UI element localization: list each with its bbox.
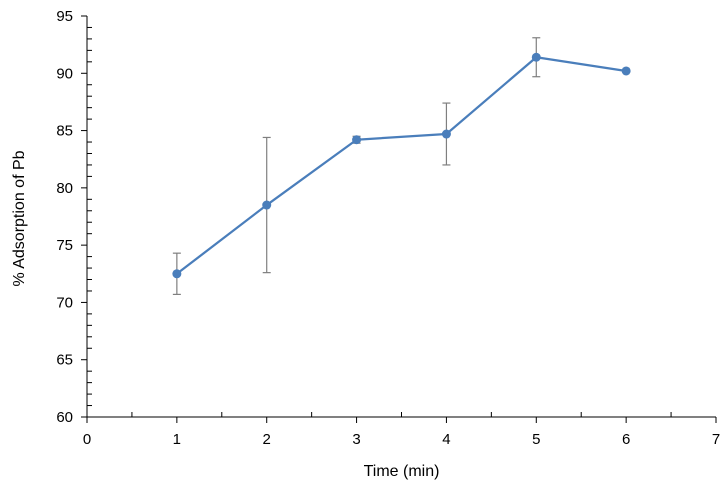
y-tick-label: 85 <box>56 123 73 140</box>
data-point <box>441 129 451 139</box>
data-point <box>531 52 541 62</box>
x-tick-label: 2 <box>263 431 271 448</box>
data-point <box>352 135 362 145</box>
series-line <box>176 56 627 275</box>
x-tick-label: 4 <box>442 431 450 448</box>
y-tick-label: 65 <box>56 352 73 369</box>
error-bars-layer <box>172 37 541 296</box>
x-tick-label: 0 <box>83 431 91 448</box>
data-point <box>621 66 631 76</box>
x-axis-title: Time (min) <box>364 463 440 480</box>
data-point <box>262 200 272 210</box>
tick-labels-layer: 0 1 2 3 4 5 6 7 60 65 70 75 80 85 90 95 <box>56 8 720 448</box>
y-axis-title: % Adsorption of Pb <box>11 150 28 286</box>
series-layer <box>172 52 631 279</box>
y-tick-label: 60 <box>56 409 73 426</box>
y-tick-label: 80 <box>56 180 73 197</box>
y-tick-label: 75 <box>56 237 73 254</box>
x-tick-label: 7 <box>712 431 720 448</box>
y-tick-label: 95 <box>56 8 73 25</box>
x-tick-label: 3 <box>352 431 360 448</box>
y-tick-label: 70 <box>56 294 73 311</box>
axes-layer <box>81 15 717 423</box>
x-tick-label: 1 <box>173 431 181 448</box>
x-tick-label: 5 <box>532 431 540 448</box>
data-point <box>172 269 182 279</box>
x-tick-label: 6 <box>622 431 630 448</box>
y-tick-label: 90 <box>56 65 73 82</box>
